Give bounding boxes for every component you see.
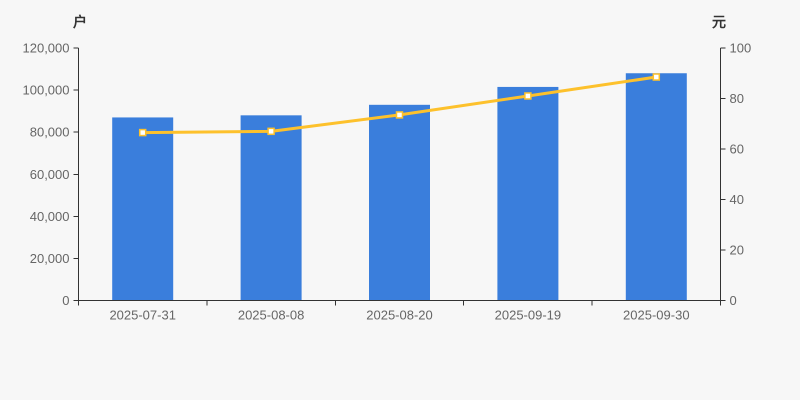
- right-axis-tick-label: 60: [730, 142, 744, 157]
- left-axis-tick-label: 0: [62, 293, 69, 308]
- bar: [625, 73, 687, 301]
- line-marker: [138, 128, 147, 137]
- x-axis-tick-label: 2025-07-31: [109, 308, 176, 323]
- left-axis-tick-label: 60,000: [30, 167, 70, 182]
- line-marker: [395, 111, 404, 119]
- bar: [497, 86, 559, 301]
- line-marker: [652, 73, 661, 81]
- axis-tick-labels: 0 20,000 40,000 60,000 80,000 100,000 120,000 0…: [23, 41, 752, 323]
- line-marker: [267, 127, 275, 136]
- left-axis-unit-label: 户: [73, 14, 87, 30]
- bar: [369, 104, 430, 301]
- x-axis-tick-label: 2025-08-08: [238, 308, 305, 323]
- line-series: [138, 73, 661, 137]
- left-axis-tick-label: 20,000: [30, 251, 70, 266]
- x-axis-tick-label: 2025-09-19: [495, 308, 562, 323]
- right-axis-tick-label: 100: [730, 41, 752, 56]
- left-axis-tick-label: 80,000: [30, 125, 70, 140]
- bar: [112, 117, 174, 301]
- x-axis-tick-label: 2025-08-20: [366, 308, 433, 323]
- left-axis-tick-label: 40,000: [30, 209, 70, 224]
- line-marker: [524, 92, 532, 100]
- right-axis-tick-label: 80: [730, 91, 744, 106]
- axes: [73, 47, 726, 306]
- bar-series: [112, 73, 687, 301]
- bar: [240, 115, 302, 301]
- left-axis-tick-label: 100,000: [23, 83, 70, 98]
- left-axis-tick-label: 120,000: [23, 41, 70, 56]
- right-axis-unit-label: 元: [712, 14, 726, 30]
- right-axis-tick-label: 40: [730, 192, 744, 207]
- x-axis-tick-label: 2025-09-30: [623, 308, 690, 323]
- right-axis-tick-label: 0: [730, 293, 737, 308]
- right-axis-tick-label: 20: [730, 243, 744, 258]
